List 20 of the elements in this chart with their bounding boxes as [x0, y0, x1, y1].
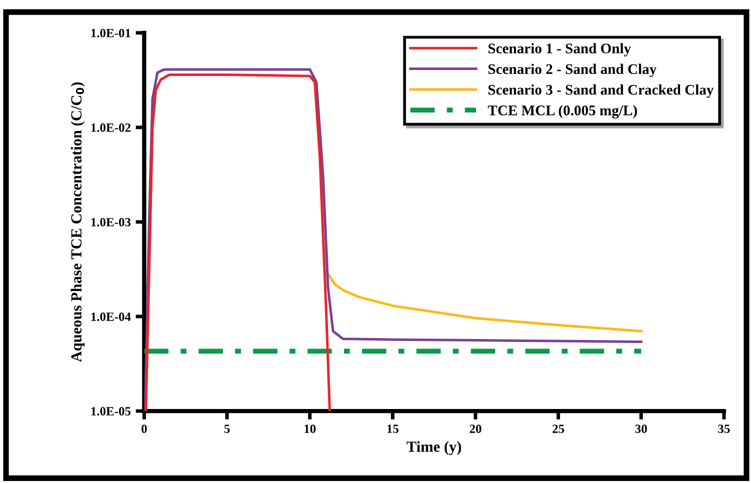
- y-tick-label: 1.0E-02: [91, 123, 130, 132]
- x-tick-label: 25: [552, 424, 564, 434]
- line-series: [144, 74, 331, 412]
- x-tick-label: 35: [718, 424, 730, 434]
- legend-label: Scenario 3 - Sand and Cracked Clay: [488, 84, 714, 98]
- x-tick-label: 5: [224, 424, 230, 434]
- x-tick-label: 20: [470, 424, 482, 434]
- x-tick-label: 10: [304, 424, 316, 434]
- y-tick-label: 1.0E-03: [91, 218, 131, 226]
- legend-label: Scenario 2 - Sand and Clay: [488, 64, 657, 78]
- x-tick-label: 0: [142, 424, 147, 434]
- x-axis-title: Time (y): [406, 441, 462, 456]
- x-tick-label: 15: [387, 424, 398, 434]
- x-tick-label: 30: [635, 424, 647, 434]
- y-tick-label: 1.0E-01: [91, 28, 130, 38]
- legend-label: Scenario 1 - Sand Only: [488, 43, 631, 56]
- y-tick-label: 1.0E-04: [91, 312, 131, 321]
- legend-label: TCE MCL (0.005 mg/L): [488, 105, 637, 118]
- y-axis-title: Aqueous Phase TCE Concentration (C/C$_{0}$): [70, 82, 85, 362]
- y-tick-label: 1.0E-05: [91, 407, 131, 416]
